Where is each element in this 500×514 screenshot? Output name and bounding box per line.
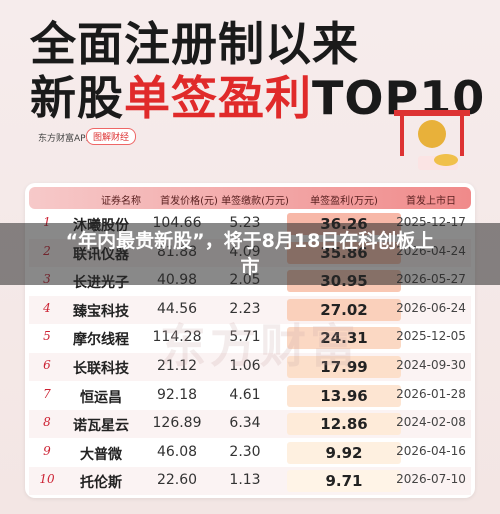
title-part: 新股 (30, 71, 124, 125)
security-name: 诺瓦星云 (73, 418, 129, 435)
rank: 7 (43, 386, 51, 401)
rank: 9 (43, 443, 51, 458)
profit: 13.96 (320, 386, 368, 405)
listing-date: 2026-01-28 (396, 386, 466, 401)
profit: 9.71 (325, 472, 363, 491)
ipo-price: 92.18 (156, 386, 198, 403)
listing-date: 2024-09-30 (396, 358, 466, 372)
caption-band (0, 223, 500, 285)
listing-date: 2026-04-16 (396, 443, 466, 458)
security-name: 恒运昌 (80, 389, 122, 406)
profit: 9.92 (325, 443, 363, 462)
security-name: 托伦斯 (80, 475, 122, 492)
title-line1: 全面注册制以来 (30, 17, 359, 71)
table-row: 8 诺瓦星云 126.89 6.34 12.86 2024-02-08 (29, 410, 471, 439)
column-header: 首发价格(元) (160, 196, 218, 207)
profit-highlight (287, 356, 401, 378)
subscription-amount: 2.30 (229, 443, 261, 460)
table-row: 7 恒运昌 92.18 4.61 13.96 2026-01-28 (29, 382, 471, 410)
ipo-price: 44.56 (156, 300, 198, 317)
table-row: 5 摩尔线程 114.28 5.71 24.31 2025-12-05 (29, 324, 471, 352)
ipo-price: 114.28 (152, 329, 202, 346)
subscription-amount: 2.23 (229, 300, 261, 317)
rank: 8 (43, 415, 51, 430)
ipo-price: 126.89 (152, 415, 202, 432)
listing-date: 2024-02-08 (396, 415, 466, 430)
ipo-price: 21.12 (156, 358, 198, 374)
rank: 6 (43, 358, 51, 372)
profit-highlight (287, 441, 401, 464)
watermark: 东方财富 (160, 319, 360, 373)
column-header: 证券名称 (101, 196, 141, 207)
profit: 12.86 (320, 415, 368, 434)
subscription-amount: 1.06 (229, 358, 261, 374)
security-name: 摩尔线程 (73, 332, 129, 349)
caption: “年内最贵新股”，将于8月18日在科创板上市 (65, 230, 435, 278)
rank: 1 (43, 215, 51, 229)
column-header: 单签盈利(万元) (310, 196, 378, 207)
table-row: 6 长联科技 21.12 1.06 17.99 2024-09-30 (29, 353, 471, 381)
table-row: 4 臻宝科技 44.56 2.23 27.02 2026-06-24 (29, 295, 471, 324)
security-name: 臻宝科技 (73, 303, 129, 320)
rank: 4 (43, 300, 51, 315)
profit: 17.99 (320, 358, 368, 376)
profit-highlight (287, 298, 401, 321)
listing-date: 2025-12-05 (396, 329, 466, 344)
title-part: 单签盈利 (124, 71, 312, 125)
title-line2: 新股单签盈利TOP10 (30, 62, 485, 128)
security-name: 长联科技 (73, 361, 129, 377)
profit: 24.31 (320, 329, 368, 348)
table-row: 10 托伦斯 22.60 1.13 9.71 2026-07-10 (29, 467, 471, 496)
listing-date: 2026-06-24 (396, 300, 466, 315)
rank: 5 (43, 329, 51, 344)
listing-date: 2026-07-10 (396, 472, 466, 487)
subscription-amount: 5.71 (229, 329, 261, 346)
subscription-amount: 1.13 (229, 472, 261, 489)
profit-highlight (287, 413, 401, 436)
ipo-price: 46.08 (156, 443, 198, 460)
column-header: 单签缴款(万元) (221, 196, 289, 207)
subscription-amount: 4.61 (229, 386, 261, 403)
column-header: 首发上市日 (406, 196, 456, 207)
profit: 27.02 (320, 300, 368, 319)
brand: 东方财富APP (38, 134, 92, 144)
subscription-amount: 6.34 (229, 415, 261, 432)
table-header: 证券名称 首发价格(元) 单签缴款(万元) 单签盈利(万元) 首发上市日 (29, 187, 471, 209)
profit-highlight (287, 470, 401, 493)
table-row: 9 大普微 46.08 2.30 9.92 2026-04-16 (29, 439, 471, 467)
trophy-icon (394, 110, 470, 170)
security-name: 大普微 (80, 446, 122, 463)
profit-highlight (287, 384, 401, 407)
badge: 图解财经 (86, 128, 137, 145)
rank: 10 (39, 472, 55, 487)
profit-highlight (287, 327, 401, 350)
ipo-price: 22.60 (156, 472, 198, 489)
